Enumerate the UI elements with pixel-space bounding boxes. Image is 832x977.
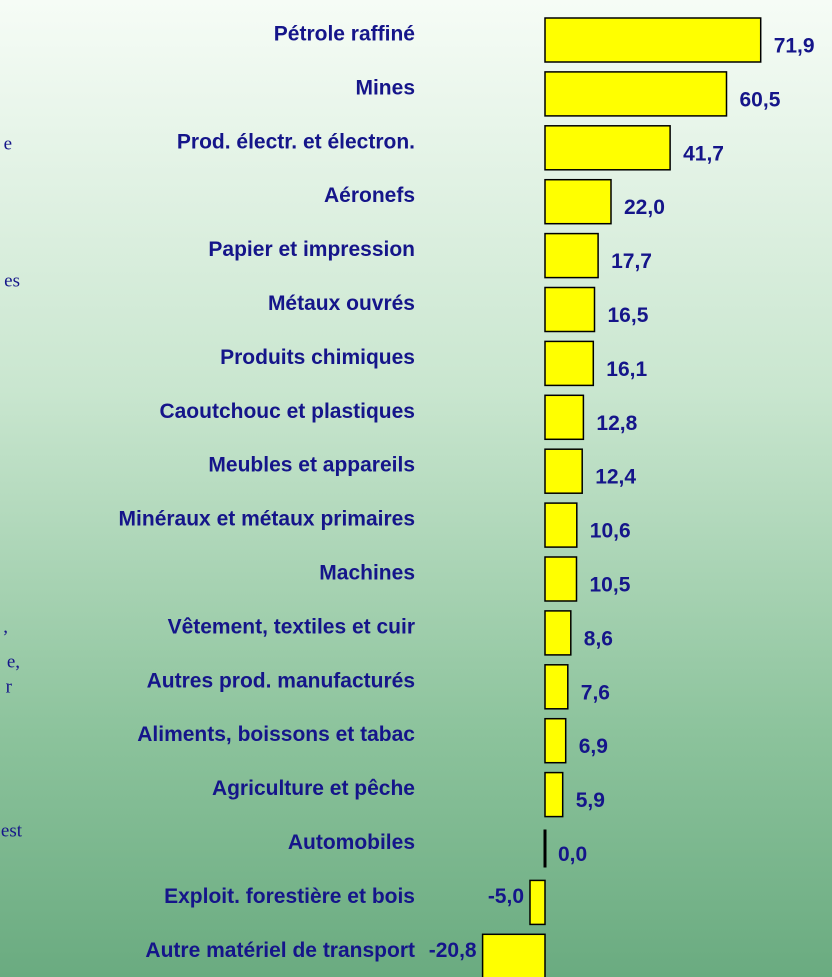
clipped-text: r xyxy=(6,676,13,697)
category-label: Produits chimiques xyxy=(220,346,415,369)
value-label: 5,9 xyxy=(576,789,605,812)
bar xyxy=(544,717,567,764)
bar xyxy=(544,178,612,225)
value-label: 0,0 xyxy=(558,843,587,866)
category-label: Métaux ouvrés xyxy=(268,292,415,315)
category-label: Caoutchouc et plastiques xyxy=(159,400,415,423)
bar xyxy=(544,71,728,117)
value-label: 12,8 xyxy=(596,412,637,435)
category-label: Mines xyxy=(355,76,415,99)
value-label: -5,0 xyxy=(488,885,524,908)
bar xyxy=(544,771,564,818)
category-label: Minéraux et métaux primaires xyxy=(119,508,415,531)
category-label: Automobiles xyxy=(288,831,415,854)
bar xyxy=(544,286,596,333)
value-label: -20,8 xyxy=(429,939,477,962)
bar xyxy=(544,394,585,441)
value-label: 60,5 xyxy=(740,88,781,111)
bar xyxy=(544,17,762,63)
bar xyxy=(481,933,546,977)
bar xyxy=(544,610,572,656)
category-label: Agriculture et pêche xyxy=(212,777,415,800)
bar xyxy=(544,556,578,602)
value-label: 16,1 xyxy=(606,358,647,381)
category-label: Aéronefs xyxy=(324,184,415,207)
value-label: 8,6 xyxy=(584,627,613,650)
category-label: Autres prod. manufacturés xyxy=(147,669,415,692)
category-label: Autre matériel de transport xyxy=(145,939,415,962)
clipped-text: est xyxy=(1,820,23,841)
bar xyxy=(543,829,547,868)
value-label: 7,6 xyxy=(581,681,610,704)
value-label: 22,0 xyxy=(624,196,665,219)
value-label: 10,6 xyxy=(590,520,631,543)
clipped-text: , xyxy=(3,616,8,637)
category-label: Meubles et appareils xyxy=(208,454,415,477)
clipped-text: es xyxy=(4,270,20,291)
bar xyxy=(544,125,671,171)
value-label: 16,5 xyxy=(608,304,649,327)
value-label: 17,7 xyxy=(611,250,652,273)
value-label: 10,5 xyxy=(590,574,631,597)
bar xyxy=(544,340,595,387)
category-label: Prod. électr. et électron. xyxy=(177,130,415,153)
category-label: Vêtement, textiles et cuir xyxy=(168,615,415,638)
clipped-text: e, xyxy=(7,651,20,672)
bar xyxy=(544,664,569,710)
value-label: 71,9 xyxy=(774,35,815,58)
bar xyxy=(544,502,578,548)
bar xyxy=(544,448,583,494)
category-label: Pétrole raffiné xyxy=(274,23,415,46)
category-label: Papier et impression xyxy=(208,238,415,261)
clipped-text: e xyxy=(4,133,12,154)
bar xyxy=(544,232,599,279)
value-label: 6,9 xyxy=(579,735,608,758)
value-label: 41,7 xyxy=(683,142,724,165)
value-label: 12,4 xyxy=(595,466,636,489)
category-label: Machines xyxy=(319,562,415,585)
category-label: Aliments, boissons et tabac xyxy=(137,723,415,746)
bar xyxy=(529,879,546,926)
category-label: Exploit. forestière et bois xyxy=(164,885,415,908)
